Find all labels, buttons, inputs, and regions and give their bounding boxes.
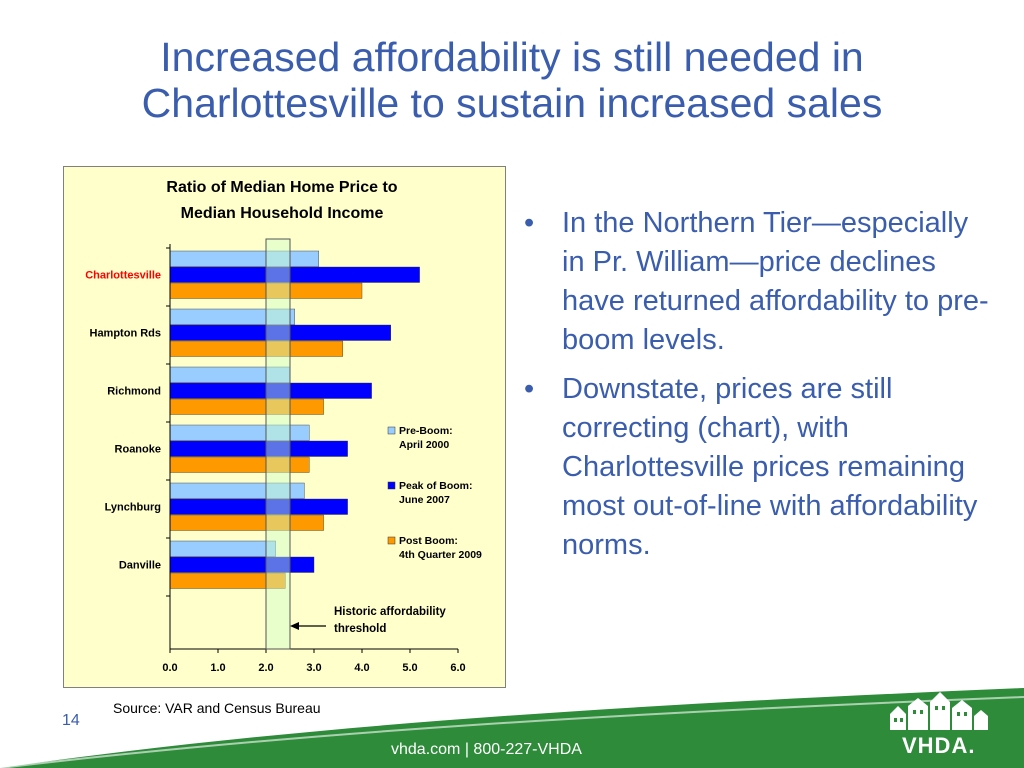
bar-danville-series-1 — [169, 540, 276, 557]
bullet-list: • In the Northern Tier—especially in Pr. … — [524, 204, 994, 575]
annotation-text: threshold — [334, 623, 386, 635]
vhda-logo-text: VHDA. — [902, 733, 976, 758]
vhda-houses-icon — [890, 692, 988, 730]
legend-label: April 2000 — [399, 439, 449, 451]
bar-danville-series-2 — [169, 556, 315, 573]
bar-lynchburg-series-2 — [169, 498, 348, 515]
bar-lynchburg-series-3 — [169, 514, 324, 531]
annotation-text: Historic affordability — [334, 606, 446, 618]
legend-label: June 2007 — [399, 494, 450, 506]
chart-title-line-2: Median Household Income — [181, 205, 384, 222]
x-tick-label: 3.0 — [306, 662, 321, 674]
bar-charlottesville-series-1 — [169, 250, 320, 267]
legend-swatch — [387, 481, 396, 490]
bar-charlottesville-series-2 — [169, 266, 420, 283]
bar-roanoke-series-2 — [169, 440, 348, 457]
category-label: Lynchburg — [105, 501, 161, 513]
x-tick-label: 1.0 — [210, 662, 225, 674]
bullet-dot-icon: • — [524, 207, 535, 239]
bullet-item: • Downstate, prices are still correcting … — [524, 370, 994, 565]
legend-label: Peak of Boom: — [399, 480, 473, 492]
bullet-item: • In the Northern Tier—especially in Pr. … — [524, 204, 994, 360]
page-number: 14 — [62, 712, 80, 729]
footer-band — [0, 688, 1024, 768]
annotation-arrow-head — [290, 622, 299, 630]
bar-chart: Ratio of Median Home Price to Median Hou… — [85, 179, 482, 674]
bullet-dot-icon: • — [524, 373, 535, 405]
x-tick-label: 5.0 — [402, 662, 417, 674]
x-tick-label: 2.0 — [258, 662, 273, 674]
legend-swatch — [387, 536, 396, 545]
x-tick-label: 6.0 — [450, 662, 465, 674]
threshold-band — [265, 238, 291, 650]
category-label: Danville — [119, 559, 161, 571]
category-label: Charlottesville — [85, 269, 161, 281]
category-label: Richmond — [107, 385, 161, 397]
legend-swatch — [387, 426, 396, 435]
footer-swoosh-highlight — [0, 696, 1024, 768]
category-label: Hampton Rds — [90, 327, 162, 339]
bar-hampton-rds-series-3 — [169, 340, 344, 357]
legend-label: Pre-Boom: — [399, 425, 453, 437]
x-tick-label: 4.0 — [354, 662, 369, 674]
legend-label: 4th Quarter 2009 — [399, 549, 482, 561]
bullet-text: In the Northern Tier—especially in Pr. W… — [562, 207, 989, 356]
legend-label: Post Boom: — [399, 535, 458, 547]
chart-title-line-1: Ratio of Median Home Price to — [166, 179, 397, 196]
bullet-text: Downstate, prices are still correcting (… — [562, 373, 978, 561]
chart-panel: Ratio of Median Home Price to Median Hou… — [63, 166, 506, 688]
bar-richmond-series-3 — [169, 398, 324, 415]
category-label: Roanoke — [115, 443, 161, 455]
footer-contact: vhda.com | 800-227-VHDA — [391, 741, 582, 758]
source-note: Source: VAR and Census Bureau — [113, 700, 321, 716]
x-tick-label: 0.0 — [162, 662, 177, 674]
slide-title: Increased affordability is still needed … — [141, 34, 883, 126]
